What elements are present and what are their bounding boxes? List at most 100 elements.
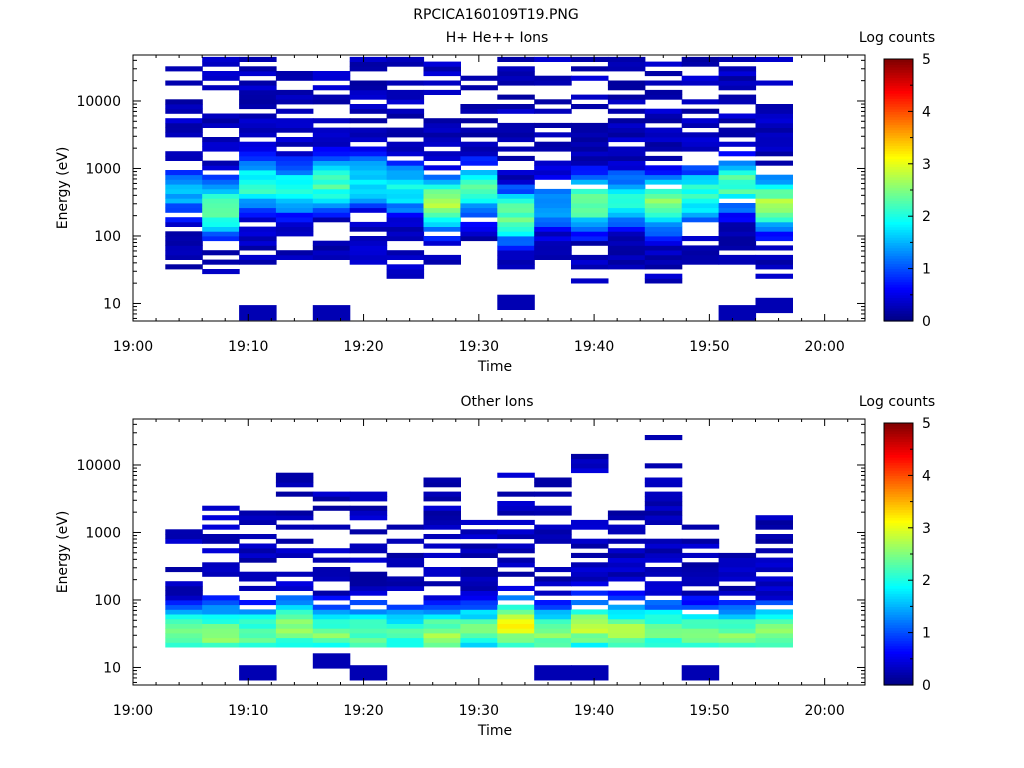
spectrogram-cell [165,538,203,544]
spectrogram-cell [644,212,683,218]
spectrogram-cell [423,184,461,190]
colorbar-segment [884,436,913,440]
spectrogram-cell [165,245,203,251]
colorbar-segment [884,480,913,484]
spectrogram-cell [202,604,240,610]
spectrogram-cell [423,127,461,133]
spectrogram-cell [607,623,646,629]
spectrogram-cell [534,141,572,147]
spectrogram-cell [275,472,314,478]
spectrogram-cell [460,519,498,525]
spectrogram-cell [275,212,314,218]
spectrogram-cell [534,665,572,681]
spectrogram-cell [239,118,277,124]
colorbar-segment [884,229,913,233]
spectrogram-cell [497,137,535,143]
spectrogram-cell [423,515,461,521]
spectrogram-cell [275,581,314,587]
colorbar-segment [884,656,913,660]
spectrogram-cell [165,600,203,606]
spectrogram-cell [165,637,203,643]
colorbar-segment [884,315,913,319]
spectrogram-cell [607,137,646,143]
spectrogram-cell [165,132,203,138]
spectrogram-cell [460,221,498,227]
spectrogram-cell [386,623,425,629]
spectrogram-cell [349,85,388,91]
colorbar-segment [884,297,913,301]
spectrogram-cell [349,151,388,157]
spectrogram-cell [386,146,425,152]
spectrogram-cell [755,160,793,166]
spectrogram-cell [607,146,646,152]
spectrogram-cell [275,595,314,601]
colorbar-segment [884,72,913,76]
spectrogram-cell [202,236,240,242]
spectrogram-cell [460,534,498,540]
spectrogram-cell [275,122,314,128]
spectrogram-cell [681,174,720,180]
spectrogram-cell [386,56,425,62]
spectrogram-cell [718,637,757,643]
colorbar-segment [884,664,913,668]
colorbar-segment [884,195,913,199]
colorbar-segment [884,239,913,243]
spectrogram-cell [165,618,203,624]
spectrogram-cell [571,458,609,464]
spectrogram-cell [202,165,240,171]
spectrogram-cell [460,642,498,648]
spectrogram-cell [607,576,646,582]
colorbar-segment [884,433,913,437]
spectrogram-cell [239,94,277,100]
spectrogram-cell [644,80,683,86]
spectrogram-cell [460,132,498,138]
spectrogram-cell [644,642,683,648]
colorbar-tick-label: 1 [922,626,931,642]
spectrogram-cell [312,174,351,180]
spectrogram-cell [755,297,793,314]
spectrogram-cell [607,127,646,133]
spectrogram-cell [497,264,535,270]
spectrogram-cell [202,221,240,227]
spectrogram-cell [681,604,720,610]
colorbar-segment [884,163,913,168]
spectrogram-cell [718,576,757,582]
spectrogram-cell [349,174,388,180]
spectrogram-cell [165,217,203,223]
spectrogram-cell [202,217,240,223]
spectrogram-cell [239,240,277,246]
spectrogram-cell [644,628,683,634]
y-axis-label: Energy (eV) [55,147,71,230]
spectrogram-cell [312,245,351,251]
spectrogram-cell [607,179,646,185]
spectrogram-cell [275,184,314,190]
spectrogram-cell [607,188,646,194]
spectrogram-cell [239,127,277,133]
spectrogram-cell [681,552,720,558]
spectrogram-cell [275,170,314,176]
spectrogram-cell [165,193,203,199]
spectrogram-cell [681,259,720,265]
colorbar-segment [884,134,913,139]
colorbar-segment [884,425,913,429]
colorbar-segment [884,653,913,657]
colorbar-segment [884,512,913,516]
spectrogram-cell [460,174,498,180]
spectrogram-cell [607,552,646,558]
spectrogram-cell [423,543,461,549]
spectrogram-cell [681,665,720,681]
spectrogram-cell [165,254,203,260]
spectrogram-cell [349,80,388,86]
spectrogram-cell [165,203,203,209]
spectrogram-cell [275,179,314,185]
colorbar-segment [884,271,913,275]
colorbar-segment [884,457,913,461]
spectrogram-cell [681,170,720,176]
spectrogram-cell [423,66,461,72]
spectrogram-cell [423,259,461,265]
spectrogram-cell [312,99,351,105]
spectrogram-cell [349,127,388,133]
spectrogram-cell [718,85,757,91]
spectrogram-cell [681,137,720,143]
spectrogram-cell [349,56,388,62]
